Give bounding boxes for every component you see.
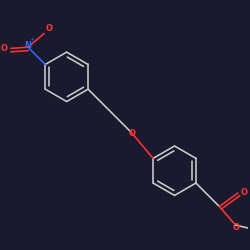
Text: N: N: [24, 42, 32, 50]
Text: O: O: [45, 24, 52, 33]
Text: O: O: [233, 222, 240, 232]
Text: O: O: [128, 129, 136, 138]
Text: O: O: [0, 44, 7, 53]
Text: ⁻: ⁻: [49, 25, 52, 31]
Text: O: O: [241, 188, 248, 197]
Text: +: +: [30, 38, 35, 43]
